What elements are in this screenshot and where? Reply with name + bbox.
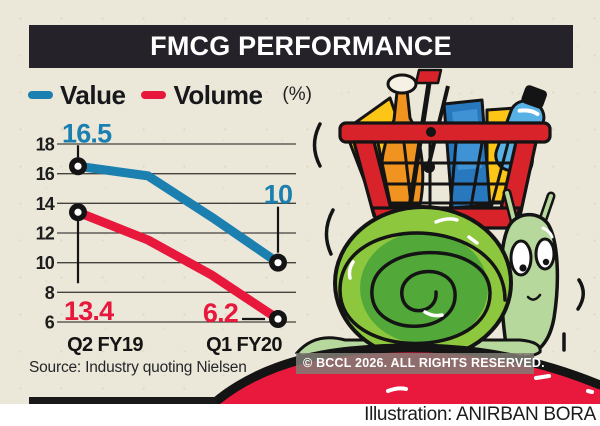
page-title: FMCG PERFORMANCE bbox=[150, 31, 452, 61]
legend-label-value: Value bbox=[60, 79, 126, 110]
illustration-credit: Illustration: ANIRBAN BORA bbox=[364, 404, 596, 425]
bottom-border-bar bbox=[29, 397, 217, 404]
legend-label-volume: Volume bbox=[173, 79, 263, 110]
copyright-watermark: © BCCL 2026. ALL RIGHTS RESERVED. bbox=[296, 353, 545, 374]
chart-legend: Value Volume (%) bbox=[28, 80, 312, 110]
value-legend-dash-icon bbox=[28, 91, 53, 99]
source-note: Source: Industry quoting Nielsen bbox=[29, 359, 247, 376]
title-bar: FMCG PERFORMANCE bbox=[29, 25, 573, 68]
percent-unit-label: (%) bbox=[282, 84, 312, 105]
volume-legend-dash-icon bbox=[141, 91, 167, 99]
credit-strip: Illustration: ANIRBAN BORA bbox=[0, 404, 600, 426]
